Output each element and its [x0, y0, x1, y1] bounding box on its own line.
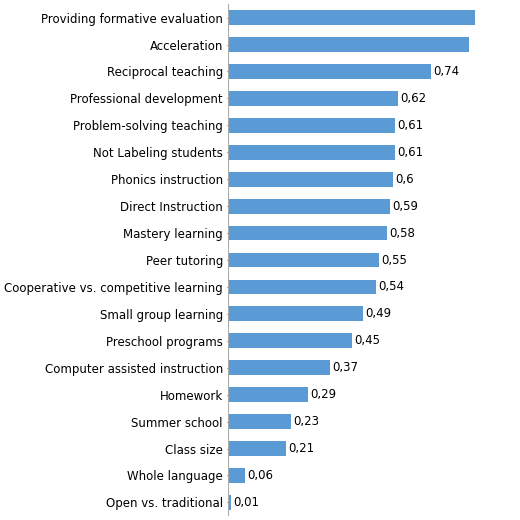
Text: 0,62: 0,62	[400, 92, 426, 105]
Bar	[228, 360, 330, 375]
Bar	[228, 468, 245, 483]
Bar	[228, 387, 308, 402]
Bar	[228, 495, 231, 510]
Text: 0,21: 0,21	[288, 442, 314, 455]
Text: 0,55: 0,55	[381, 254, 407, 267]
Text: 0,54: 0,54	[379, 280, 405, 293]
Text: 0,59: 0,59	[392, 200, 418, 213]
Bar	[228, 91, 398, 106]
Bar	[228, 118, 395, 133]
Bar	[228, 306, 362, 321]
Bar	[228, 441, 286, 456]
Text: 0,49: 0,49	[365, 307, 391, 320]
Bar	[228, 280, 376, 294]
Text: 0,6: 0,6	[395, 173, 413, 186]
Bar	[228, 172, 393, 187]
Bar	[228, 226, 387, 240]
Text: 0,45: 0,45	[354, 334, 380, 347]
Bar	[228, 145, 395, 160]
Bar	[228, 10, 475, 25]
Bar	[228, 37, 470, 52]
Text: 0,23: 0,23	[294, 415, 320, 428]
Text: 0,29: 0,29	[310, 388, 336, 401]
Text: 0,37: 0,37	[332, 361, 358, 374]
Text: 0,01: 0,01	[233, 496, 259, 509]
Bar	[228, 199, 390, 214]
Text: 0,61: 0,61	[398, 146, 424, 159]
Text: 0,61: 0,61	[398, 119, 424, 132]
Bar	[228, 253, 379, 267]
Bar	[228, 333, 352, 348]
Text: 0,58: 0,58	[389, 227, 415, 240]
Bar	[228, 64, 431, 79]
Text: 0,74: 0,74	[433, 65, 459, 78]
Bar	[228, 414, 291, 429]
Text: 0,06: 0,06	[247, 469, 273, 482]
